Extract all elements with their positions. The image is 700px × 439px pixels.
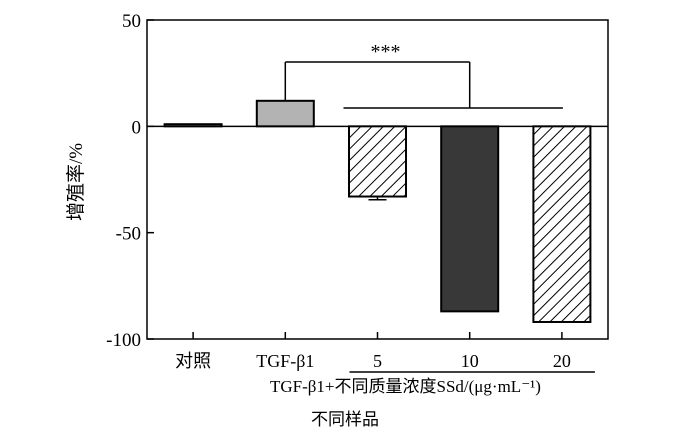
significance-label: ***: [371, 41, 401, 63]
plot-area: 50 0 -50 -100 对照 TGF-β1 5 10 20 ***: [106, 11, 609, 373]
y-axis-label: 增殖率/%: [65, 143, 87, 221]
y-tick-label: -50: [116, 224, 141, 245]
y-axis-title: 增殖率/%: [65, 143, 87, 221]
y-tick-label: -100: [106, 330, 141, 351]
x-axis-label: 不同样品: [311, 410, 379, 429]
x-tick-label: TGF-β1: [256, 351, 314, 371]
x-tick-label: 对照: [175, 351, 211, 371]
bar: [348, 125, 407, 198]
y-tick-label: 50: [122, 11, 141, 32]
bar: [163, 123, 223, 128]
y-tick-label: 0: [132, 117, 142, 138]
bar: [255, 99, 315, 128]
bar: [440, 125, 500, 313]
x-tick-label: 10: [461, 351, 479, 371]
x-tick-label: 5: [373, 351, 382, 371]
x-tick-label: 20: [553, 351, 571, 371]
group-label: TGF-β1+不同质量浓度SSd/(μg·mL⁻¹): [270, 377, 541, 396]
bar: [532, 125, 592, 323]
